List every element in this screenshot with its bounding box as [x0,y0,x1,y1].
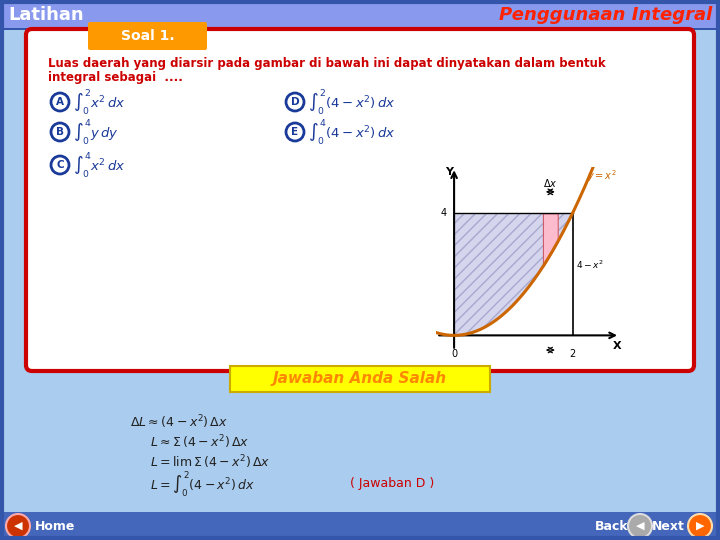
Text: Y: Y [446,167,454,177]
Text: $4-x^2$: $4-x^2$ [575,259,603,271]
Text: D: D [291,97,300,107]
Text: X: X [613,341,621,351]
Text: ◀: ◀ [14,521,22,531]
FancyBboxPatch shape [88,22,207,50]
Text: $\Delta L \approx (4-x^2)\,\Delta x$: $\Delta L \approx (4-x^2)\,\Delta x$ [130,413,228,431]
Circle shape [286,123,304,141]
Text: Next: Next [652,519,685,532]
Text: B: B [56,127,64,137]
Bar [0,0,720,30]
Text: 2: 2 [570,349,576,359]
Text: E: E [292,127,299,137]
Text: Latihan: Latihan [8,6,84,24]
Circle shape [51,93,69,111]
Text: $L = \int_0^2 (4-x^2)\,dx$: $L = \int_0^2 (4-x^2)\,dx$ [150,469,255,499]
Text: $\Delta x$: $\Delta x$ [543,177,557,188]
Circle shape [51,123,69,141]
Bar [0,28,720,30]
Text: Penggunaan Integral: Penggunaan Integral [499,6,712,24]
Text: integral sebagai  ....: integral sebagai .... [48,71,183,84]
Circle shape [628,514,652,538]
Text: 0: 0 [451,349,457,359]
Text: ◀: ◀ [636,521,644,531]
Text: $\int_0^2 x^2\,dx$: $\int_0^2 x^2\,dx$ [73,87,125,117]
Text: Luas daerah yang diarsir pada gambar di bawah ini dapat dinyatakan dalam bentuk: Luas daerah yang diarsir pada gambar di … [48,57,606,70]
Text: ( Jawaban D ): ( Jawaban D ) [350,477,434,490]
Text: $\int_0^2 (4-x^2)\,dx$: $\int_0^2 (4-x^2)\,dx$ [308,87,395,117]
Text: 4: 4 [441,208,447,218]
Text: $\int_0^4 (4-x^2)\,dx$: $\int_0^4 (4-x^2)\,dx$ [308,117,395,147]
Circle shape [51,156,69,174]
Text: Soal 1.: Soal 1. [121,29,175,43]
Circle shape [688,514,712,538]
Bar [0,512,720,540]
Text: $\int_0^4 y\,dy$: $\int_0^4 y\,dy$ [73,117,119,147]
Circle shape [286,93,304,111]
FancyBboxPatch shape [26,29,694,371]
Text: A: A [56,97,64,107]
Text: Jawaban Anda Salah: Jawaban Anda Salah [273,372,447,387]
Text: Home: Home [35,519,76,532]
Text: C: C [56,160,64,170]
Text: $y=x^2$: $y=x^2$ [588,168,617,184]
FancyBboxPatch shape [230,366,490,392]
Text: $\int_0^4 x^2\,dx$: $\int_0^4 x^2\,dx$ [73,150,125,180]
Bar [0,0,720,28]
Text: $L = \lim\,\Sigma\,(4-x^2)\,\Delta x$: $L = \lim\,\Sigma\,(4-x^2)\,\Delta x$ [150,453,271,471]
Text: Back: Back [595,519,628,532]
Circle shape [6,514,30,538]
Text: $L \approx \Sigma\,(4-x^2)\,\Delta x$: $L \approx \Sigma\,(4-x^2)\,\Delta x$ [150,433,249,451]
Text: ▶: ▶ [696,521,704,531]
